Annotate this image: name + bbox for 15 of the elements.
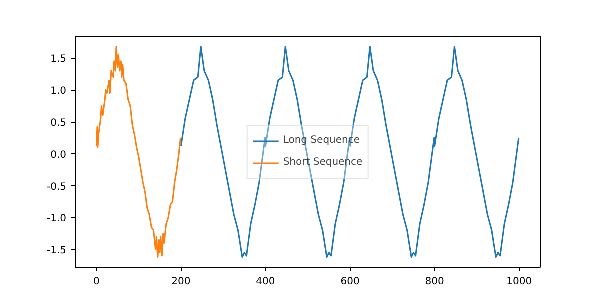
x-tick-label: 0 xyxy=(93,276,100,288)
line-series xyxy=(96,46,182,258)
y-tick-label: -0.5 xyxy=(46,182,67,193)
x-tick-label: 600 xyxy=(340,276,360,288)
y-tick-label: 0.0 xyxy=(50,150,67,161)
x-tick-label: 1000 xyxy=(506,276,532,288)
x-tick-label: 800 xyxy=(425,276,444,288)
x-tick-label: 200 xyxy=(172,276,191,288)
line-series xyxy=(180,46,520,258)
y-tick-label: 1.5 xyxy=(50,54,67,66)
x-tick-label: 400 xyxy=(256,276,276,288)
y-tick-label: -1.0 xyxy=(46,214,67,225)
y-tick-label: 1.0 xyxy=(50,86,67,98)
y-tick-label: 0.5 xyxy=(50,118,67,130)
y-tick-label: -1.5 xyxy=(46,246,67,257)
